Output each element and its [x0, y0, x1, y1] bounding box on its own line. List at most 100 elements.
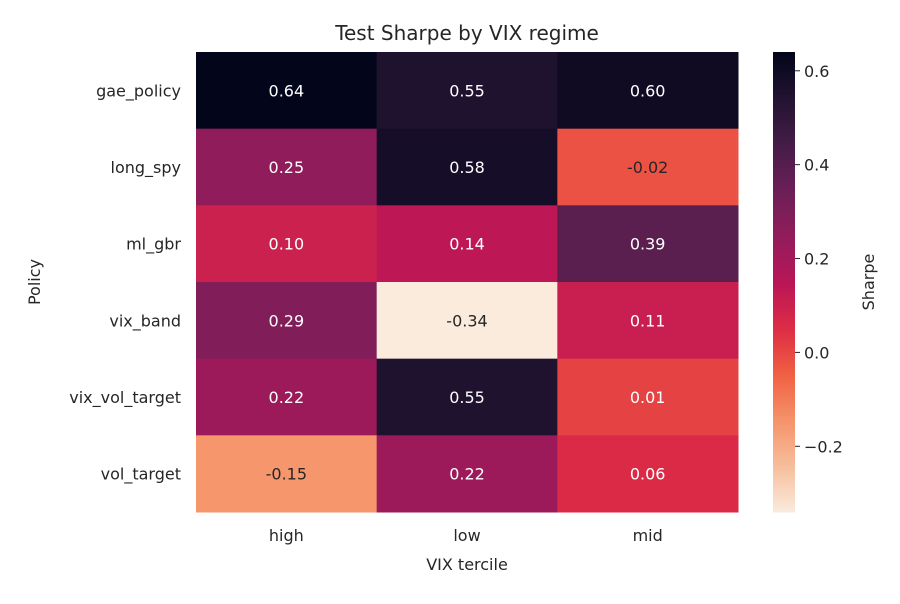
colorbar-segment — [773, 210, 795, 212]
colorbar-segment — [773, 316, 795, 318]
colorbar-segment — [773, 139, 795, 141]
colorbar-segment — [773, 399, 795, 401]
colorbar-segment — [773, 114, 795, 116]
colorbar-segment — [773, 295, 795, 297]
colorbar-segment — [773, 372, 795, 374]
colorbar-segment — [773, 131, 795, 133]
colorbar-segment — [773, 61, 795, 63]
colorbar-segment — [773, 85, 795, 87]
colorbar-segment — [773, 334, 795, 336]
colorbar-segment — [773, 446, 795, 448]
colorbar-segment — [773, 188, 795, 190]
colorbar-segment — [773, 434, 795, 436]
colorbar-segment — [773, 205, 795, 207]
colorbar-segment — [773, 386, 795, 388]
colorbar-segment — [773, 280, 795, 282]
colorbar-segment — [773, 137, 795, 139]
colorbar-segment — [773, 208, 795, 210]
colorbar-segment — [773, 171, 795, 173]
colorbar-segment — [773, 197, 795, 199]
colorbar-segment — [773, 406, 795, 408]
cell-value-label: 0.29 — [269, 311, 305, 330]
colorbar-segment — [773, 279, 795, 281]
colorbar-segment — [773, 112, 795, 114]
colorbar-segment — [773, 347, 795, 349]
colorbar-segment — [773, 301, 795, 303]
colorbar-segment — [773, 284, 795, 286]
colorbar-segment — [773, 75, 795, 77]
colorbar-segment — [773, 215, 795, 217]
colorbar-segment — [773, 148, 795, 150]
colorbar-segment — [773, 335, 795, 337]
colorbar-segment — [773, 246, 795, 248]
colorbar-segment — [773, 402, 795, 404]
colorbar-segment — [773, 369, 795, 371]
colorbar-segment — [773, 252, 795, 254]
colorbar-segment — [773, 209, 795, 211]
colorbar-segment — [773, 509, 795, 511]
colorbar-segment — [773, 256, 795, 258]
colorbar-segment — [773, 146, 795, 148]
colorbar-segment — [773, 466, 795, 468]
colorbar-segment — [773, 471, 795, 473]
y-tick-label: ml_gbr — [126, 235, 181, 255]
colorbar-segment — [773, 357, 795, 359]
cell-value-label: 0.64 — [269, 81, 305, 100]
colorbar-segment — [773, 249, 795, 251]
colorbar-segment — [773, 379, 795, 381]
colorbar-segment — [773, 81, 795, 83]
colorbar-segment — [773, 287, 795, 289]
colorbar-segment — [773, 169, 795, 171]
colorbar-segment — [773, 290, 795, 292]
cell-value-label: 0.55 — [449, 81, 485, 100]
colorbar-segment — [773, 420, 795, 422]
colorbar-segment — [773, 100, 795, 102]
colorbar-segment — [773, 267, 795, 269]
colorbar-segment — [773, 265, 795, 267]
colorbar-segment — [773, 223, 795, 225]
colorbar-segment — [773, 345, 795, 347]
colorbar-segment — [773, 350, 795, 352]
colorbar-tick-label: 0.2 — [804, 250, 829, 269]
colorbar-segment — [773, 157, 795, 159]
colorbar-segment — [773, 241, 795, 243]
colorbar-segment — [773, 242, 795, 244]
colorbar-segment — [773, 461, 795, 463]
cell-value-label: 0.06 — [630, 465, 666, 484]
colorbar-segment — [773, 485, 795, 487]
cell-value-label: 0.25 — [269, 158, 305, 177]
colorbar-segment — [773, 166, 795, 168]
colorbar-segment — [773, 299, 795, 301]
colorbar-segment — [773, 400, 795, 402]
colorbar-segment — [773, 429, 795, 431]
colorbar-segment — [773, 262, 795, 264]
colorbar-segment — [773, 408, 795, 410]
colorbar-segment — [773, 168, 795, 170]
colorbar-segment — [773, 260, 795, 262]
colorbar-tick-label: 0.6 — [804, 62, 829, 81]
cell-value-label: 0.22 — [449, 465, 485, 484]
colorbar-segment — [773, 283, 795, 285]
colorbar-segment — [773, 88, 795, 90]
colorbar-segment — [773, 202, 795, 204]
colorbar-segment — [773, 468, 795, 470]
colorbar-segment — [773, 397, 795, 399]
cell-value-label: 0.10 — [269, 235, 305, 254]
colorbar-segment — [773, 333, 795, 335]
heatmap-cell — [376, 128, 558, 206]
colorbar-segment — [773, 426, 795, 428]
colorbar-segment — [773, 336, 795, 338]
colorbar-segment — [773, 258, 795, 260]
colorbar-segment — [773, 78, 795, 80]
colorbar-segment — [773, 459, 795, 461]
colorbar-segment — [773, 84, 795, 86]
colorbar-segment — [773, 291, 795, 293]
colorbar-segment — [773, 375, 795, 377]
colorbar-segment — [773, 211, 795, 213]
colorbar-segment — [773, 425, 795, 427]
colorbar-segment — [773, 377, 795, 379]
colorbar-segment — [773, 433, 795, 435]
colorbar-segment — [773, 234, 795, 236]
colorbar-tick-label: 0.4 — [804, 156, 829, 175]
colorbar-segment — [773, 180, 795, 182]
